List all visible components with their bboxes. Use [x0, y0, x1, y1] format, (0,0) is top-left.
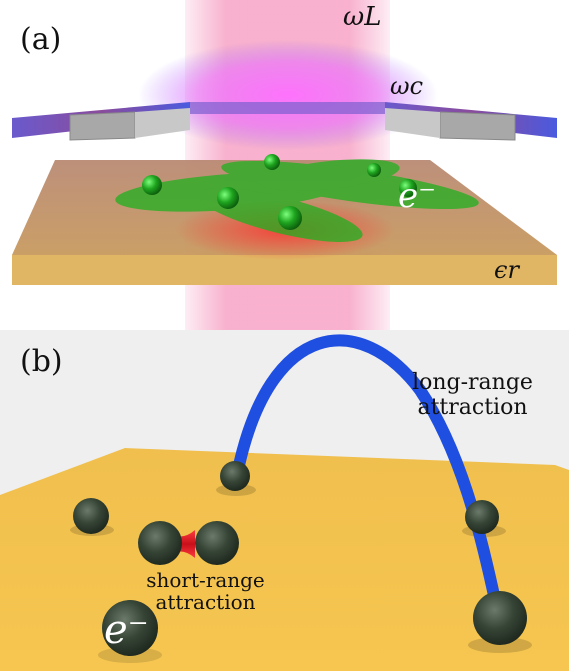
long-range-label-line2: attraction [417, 395, 528, 420]
cavity-center-strip [190, 102, 385, 114]
mirror-left-block [69, 111, 136, 141]
cavity-glow [138, 40, 438, 150]
omega-l-label: ωL [343, 2, 382, 32]
electron-sphere [102, 600, 158, 656]
panel-a: (a) ωL ωc e⁻ ϵr [0, 0, 569, 330]
panel-a-label: (a) [20, 22, 62, 57]
panel-b: (b) long-range attraction short-range at… [0, 330, 569, 671]
panel-b-illustration [0, 334, 569, 671]
short-range-label-line2: attraction [155, 590, 256, 614]
electron-ball [399, 179, 417, 197]
electron-sphere [73, 498, 109, 534]
electron-sphere [138, 521, 182, 565]
electron-ball [217, 187, 239, 209]
electron-ball [367, 163, 381, 177]
electron-ball [142, 175, 162, 195]
short-range-label-line1: short-range [146, 568, 265, 592]
mirror-right-block [439, 111, 516, 141]
panel-a-illustration [12, 0, 557, 330]
electron-ball [264, 154, 280, 170]
electron-sphere [195, 521, 239, 565]
panel-b-label: (b) [20, 344, 63, 379]
electron-sphere [473, 591, 527, 645]
omega-c-label: ωc [390, 72, 424, 100]
substrate-side [12, 255, 557, 285]
long-range-label-line1: long-range [412, 370, 533, 395]
electron-ball [278, 206, 302, 230]
electron-label-a: e⁻ [398, 176, 437, 216]
mirror-left-block-side [135, 108, 190, 138]
electron-sphere [220, 461, 250, 491]
electron-label-b: e⁻ [104, 607, 149, 653]
mirror-right-block-side [385, 108, 440, 138]
electron-sphere [465, 500, 499, 534]
epsilon-r-label: ϵr [494, 256, 519, 284]
